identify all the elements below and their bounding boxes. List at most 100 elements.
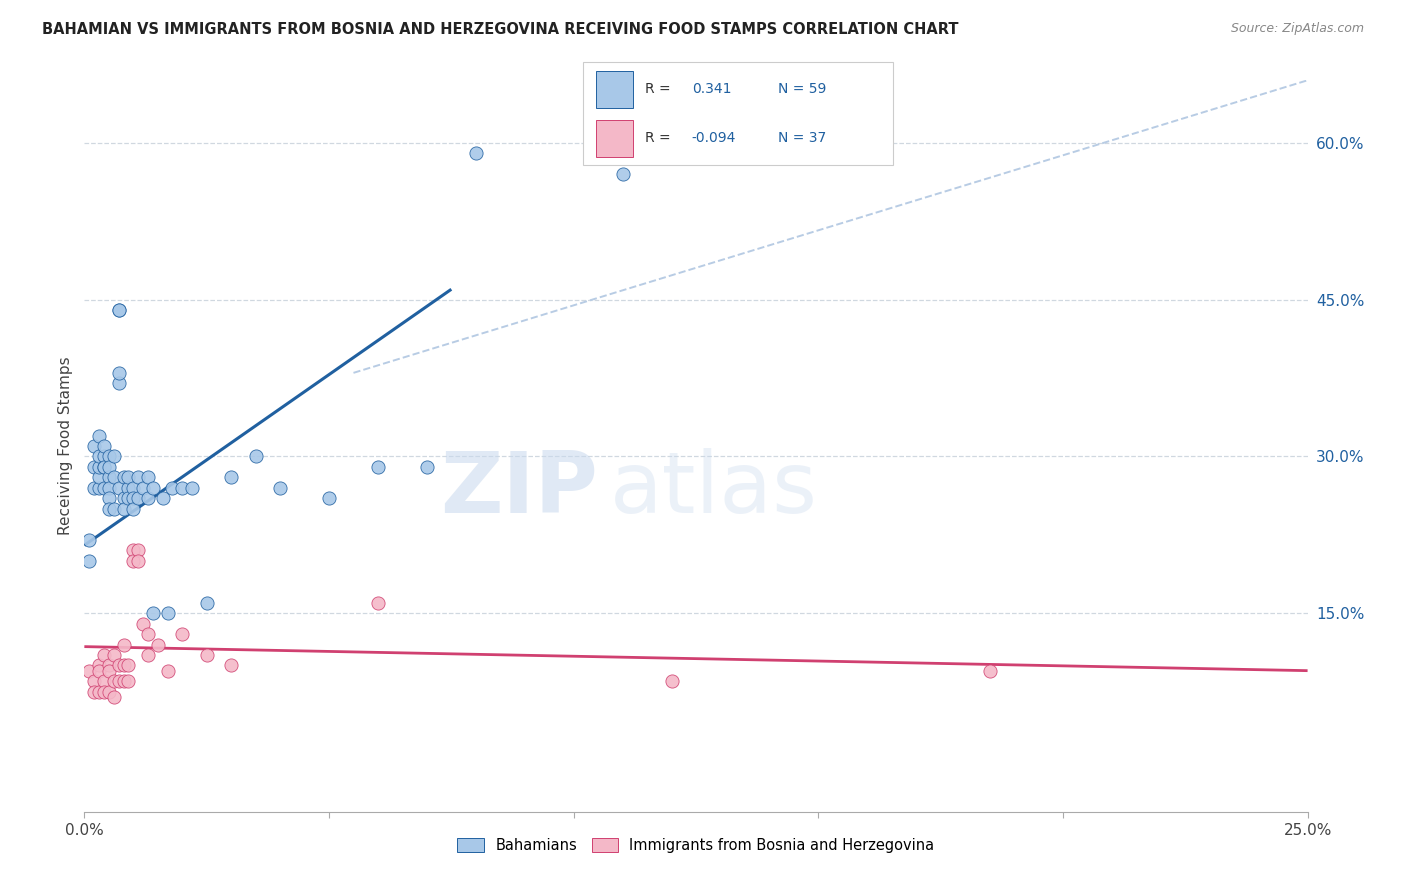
- Text: 0.341: 0.341: [692, 82, 731, 96]
- Point: [112, 674, 135, 689]
- Point: [87, 481, 110, 495]
- Point: [103, 674, 125, 689]
- Point: [87, 664, 110, 678]
- Point: [464, 146, 486, 161]
- Point: [367, 596, 389, 610]
- Point: [979, 664, 1001, 678]
- Point: [142, 606, 165, 620]
- Point: [612, 167, 634, 181]
- Text: N = 37: N = 37: [779, 131, 827, 145]
- Point: [122, 481, 145, 495]
- Text: N = 59: N = 59: [779, 82, 827, 96]
- Y-axis label: Receiving Food Stamps: Receiving Food Stamps: [58, 357, 73, 535]
- Point: [83, 439, 105, 453]
- Point: [103, 470, 125, 484]
- Text: R =: R =: [645, 131, 671, 145]
- Point: [77, 664, 100, 678]
- Point: [172, 481, 194, 495]
- Point: [103, 690, 125, 704]
- Point: [83, 459, 105, 474]
- Point: [122, 554, 145, 568]
- Text: -0.094: -0.094: [692, 131, 737, 145]
- Point: [146, 638, 169, 652]
- Point: [136, 627, 159, 641]
- Point: [132, 616, 155, 631]
- Point: [142, 481, 165, 495]
- Point: [97, 658, 120, 673]
- Point: [93, 684, 115, 698]
- Point: [127, 491, 149, 506]
- Point: [195, 596, 218, 610]
- Point: [87, 428, 110, 442]
- Point: [219, 658, 242, 673]
- Point: [87, 450, 110, 464]
- Point: [127, 470, 149, 484]
- Text: ZIP: ZIP: [440, 449, 598, 532]
- Point: [219, 470, 242, 484]
- Point: [132, 481, 155, 495]
- Point: [318, 491, 340, 506]
- Point: [416, 459, 439, 474]
- Point: [97, 459, 120, 474]
- Point: [112, 470, 135, 484]
- Point: [107, 303, 129, 318]
- Point: [93, 450, 115, 464]
- Point: [87, 658, 110, 673]
- Point: [77, 554, 100, 568]
- Point: [97, 684, 120, 698]
- Point: [156, 664, 179, 678]
- Text: BAHAMIAN VS IMMIGRANTS FROM BOSNIA AND HERZEGOVINA RECEIVING FOOD STAMPS CORRELA: BAHAMIAN VS IMMIGRANTS FROM BOSNIA AND H…: [42, 22, 959, 37]
- Point: [87, 684, 110, 698]
- Point: [107, 674, 129, 689]
- Point: [117, 491, 139, 506]
- Point: [172, 627, 194, 641]
- Point: [103, 648, 125, 662]
- Point: [117, 658, 139, 673]
- Point: [245, 450, 267, 464]
- Point: [97, 450, 120, 464]
- Point: [112, 638, 135, 652]
- Text: Source: ZipAtlas.com: Source: ZipAtlas.com: [1230, 22, 1364, 36]
- Point: [661, 674, 683, 689]
- Bar: [596, 70, 633, 108]
- Point: [195, 648, 218, 662]
- Point: [107, 658, 129, 673]
- Point: [117, 470, 139, 484]
- Point: [117, 674, 139, 689]
- Point: [83, 674, 105, 689]
- Point: [112, 501, 135, 516]
- Point: [93, 648, 115, 662]
- Text: R =: R =: [645, 82, 671, 96]
- Point: [83, 481, 105, 495]
- Point: [107, 481, 129, 495]
- Point: [97, 501, 120, 516]
- Point: [97, 491, 120, 506]
- Point: [181, 481, 204, 495]
- Point: [122, 543, 145, 558]
- Point: [367, 459, 389, 474]
- Point: [162, 481, 184, 495]
- Point: [97, 470, 120, 484]
- Point: [269, 481, 291, 495]
- Point: [112, 658, 135, 673]
- Text: atlas: atlas: [610, 449, 818, 532]
- Point: [97, 481, 120, 495]
- Legend: Bahamians, Immigrants from Bosnia and Herzegovina: Bahamians, Immigrants from Bosnia and He…: [451, 832, 941, 859]
- Point: [93, 459, 115, 474]
- Point: [93, 481, 115, 495]
- Point: [122, 491, 145, 506]
- Point: [93, 439, 115, 453]
- Point: [127, 554, 149, 568]
- Bar: [596, 120, 633, 157]
- Point: [117, 481, 139, 495]
- Point: [136, 491, 159, 506]
- Point: [112, 491, 135, 506]
- Point: [136, 648, 159, 662]
- Point: [93, 459, 115, 474]
- Point: [93, 674, 115, 689]
- Point: [156, 606, 179, 620]
- Point: [97, 664, 120, 678]
- Point: [127, 543, 149, 558]
- FancyBboxPatch shape: [583, 62, 893, 165]
- Point: [103, 501, 125, 516]
